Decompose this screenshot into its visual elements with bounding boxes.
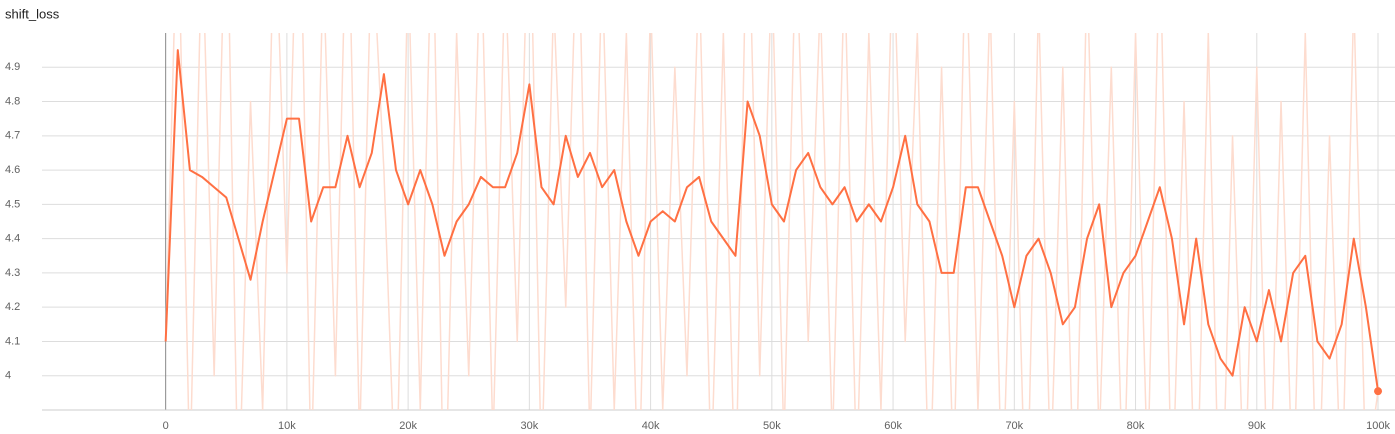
x-tick-label: 60k <box>884 420 902 432</box>
y-tick-label: 4.5 <box>5 198 20 210</box>
x-tick-label: 80k <box>1127 420 1145 432</box>
x-tick-label: 30k <box>520 420 538 432</box>
y-tick-label: 4.7 <box>5 130 20 142</box>
y-tick-label: 4.2 <box>5 301 20 313</box>
series-line <box>164 33 1379 410</box>
x-tick-label: 0 <box>163 420 169 432</box>
x-tick-label: 20k <box>399 420 417 432</box>
x-tick-label: 70k <box>1005 420 1023 432</box>
x-tick-label: 10k <box>278 420 296 432</box>
x-tick-label: 50k <box>763 420 781 432</box>
x-tick-label: 40k <box>642 420 660 432</box>
chart-title: shift_loss <box>5 6 60 21</box>
y-tick-label: 4.1 <box>5 335 20 347</box>
x-tick-label: 90k <box>1248 420 1266 432</box>
plot <box>164 33 1380 410</box>
y-tick-label: 4 <box>5 370 11 382</box>
y-tick-label: 4.4 <box>5 233 20 245</box>
y-tick-label: 4.3 <box>5 267 20 279</box>
x-tick-label: 100k <box>1366 420 1390 432</box>
series-line <box>164 49 1380 392</box>
y-tick-label: 4.9 <box>5 61 20 73</box>
y-tick-label: 4.6 <box>5 164 20 176</box>
y-tick-label: 4.8 <box>5 95 20 107</box>
end-point <box>1374 387 1383 396</box>
